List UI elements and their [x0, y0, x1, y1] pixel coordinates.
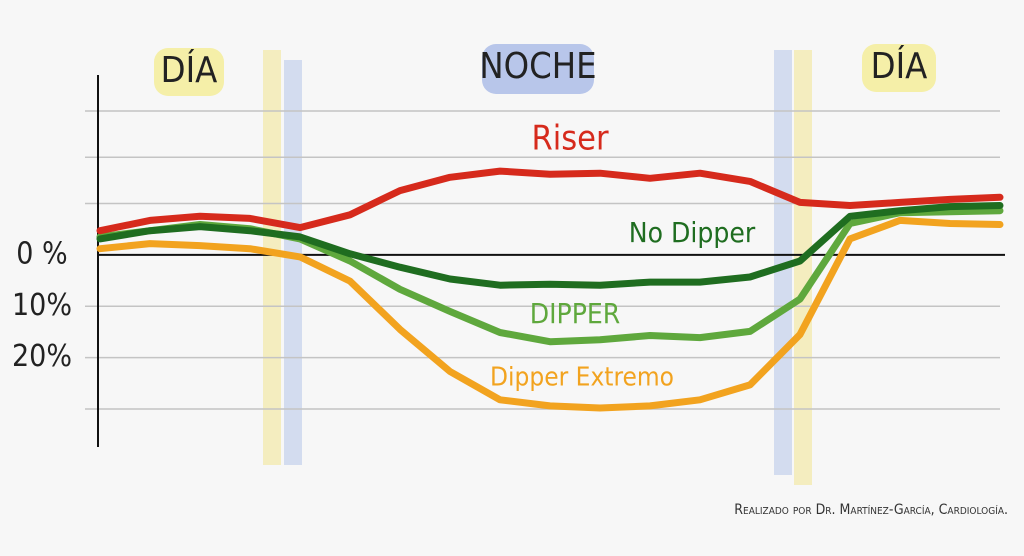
y-tick-label: 10% [12, 288, 72, 323]
y-tick-label: 0 % [16, 236, 67, 271]
dawn-band [774, 50, 792, 475]
credit: Realizado por Dr. Martínez-García, Cardi… [734, 502, 1008, 518]
annotation: DÍA [871, 45, 928, 87]
highlight [862, 44, 936, 92]
series-line [96, 167, 1004, 235]
dawn-band [263, 50, 281, 465]
series-line [96, 216, 1004, 412]
dusk-band [284, 60, 302, 465]
annotation: DÍA [161, 49, 218, 91]
y-tick-label: 20% [12, 339, 72, 374]
series-label: Riser [531, 119, 609, 159]
series-label: No Dipper [629, 216, 756, 249]
series-label: Dipper Extremo [490, 363, 674, 393]
highlight [154, 48, 224, 96]
highlight [482, 44, 594, 94]
annotation: NOCHE [479, 46, 596, 87]
lines [96, 167, 1004, 412]
series-line [96, 202, 1004, 289]
day-band [794, 50, 812, 485]
series-label: DIPPER [530, 297, 621, 330]
